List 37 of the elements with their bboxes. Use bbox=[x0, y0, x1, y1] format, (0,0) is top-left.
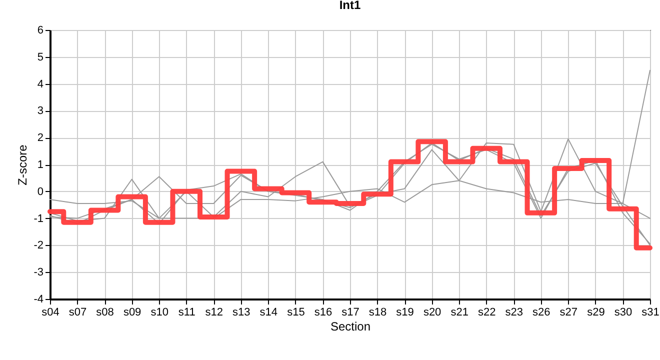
x-tick-label: s20 bbox=[423, 306, 442, 318]
x-tick-label: s19 bbox=[396, 306, 414, 318]
x-tick-label: s12 bbox=[205, 306, 224, 318]
x-tick-label: s08 bbox=[96, 306, 114, 318]
y-tick-label: -1 bbox=[34, 212, 44, 225]
y-tick-label: 0 bbox=[37, 186, 44, 198]
x-axis-title: Section bbox=[330, 320, 371, 334]
y-tick-label: -2 bbox=[34, 240, 44, 252]
y-tick-label: 6 bbox=[37, 24, 44, 36]
x-tick-label: s04 bbox=[42, 306, 60, 318]
y-axis-title: Z-score bbox=[16, 144, 30, 186]
x-tick-label: s13 bbox=[232, 306, 250, 318]
x-tick-label: s26 bbox=[532, 306, 550, 318]
x-tick-label: s15 bbox=[287, 306, 305, 318]
y-tick-label: 3 bbox=[37, 105, 44, 118]
y-tick-label: 1 bbox=[37, 159, 44, 171]
x-tick-label: s11 bbox=[178, 306, 196, 318]
y-tick-label: 2 bbox=[37, 132, 44, 144]
x-tick-label: s22 bbox=[478, 306, 496, 318]
y-tick-label: -4 bbox=[34, 294, 44, 306]
x-tick-label: s27 bbox=[560, 306, 578, 318]
x-tick-label: s18 bbox=[368, 306, 387, 318]
x-tick-label: s29 bbox=[587, 306, 605, 318]
y-tick-label: 5 bbox=[37, 51, 44, 64]
x-tick-label: s30 bbox=[614, 306, 632, 318]
chart-title: Int1 bbox=[339, 0, 361, 12]
y-tick-label: 4 bbox=[37, 78, 44, 90]
x-tick-label: s14 bbox=[260, 306, 278, 318]
x-tick-label: s23 bbox=[505, 306, 524, 318]
x-tick-label: s10 bbox=[150, 306, 168, 318]
x-tick-label: s31 bbox=[642, 306, 660, 318]
y-tick-label: -3 bbox=[34, 266, 44, 279]
x-tick-label: s16 bbox=[314, 306, 332, 318]
x-tick-label: s07 bbox=[68, 306, 87, 318]
x-tick-label: s17 bbox=[342, 306, 360, 318]
x-tick-label: s21 bbox=[450, 306, 468, 318]
x-tick-label: s09 bbox=[123, 306, 142, 318]
